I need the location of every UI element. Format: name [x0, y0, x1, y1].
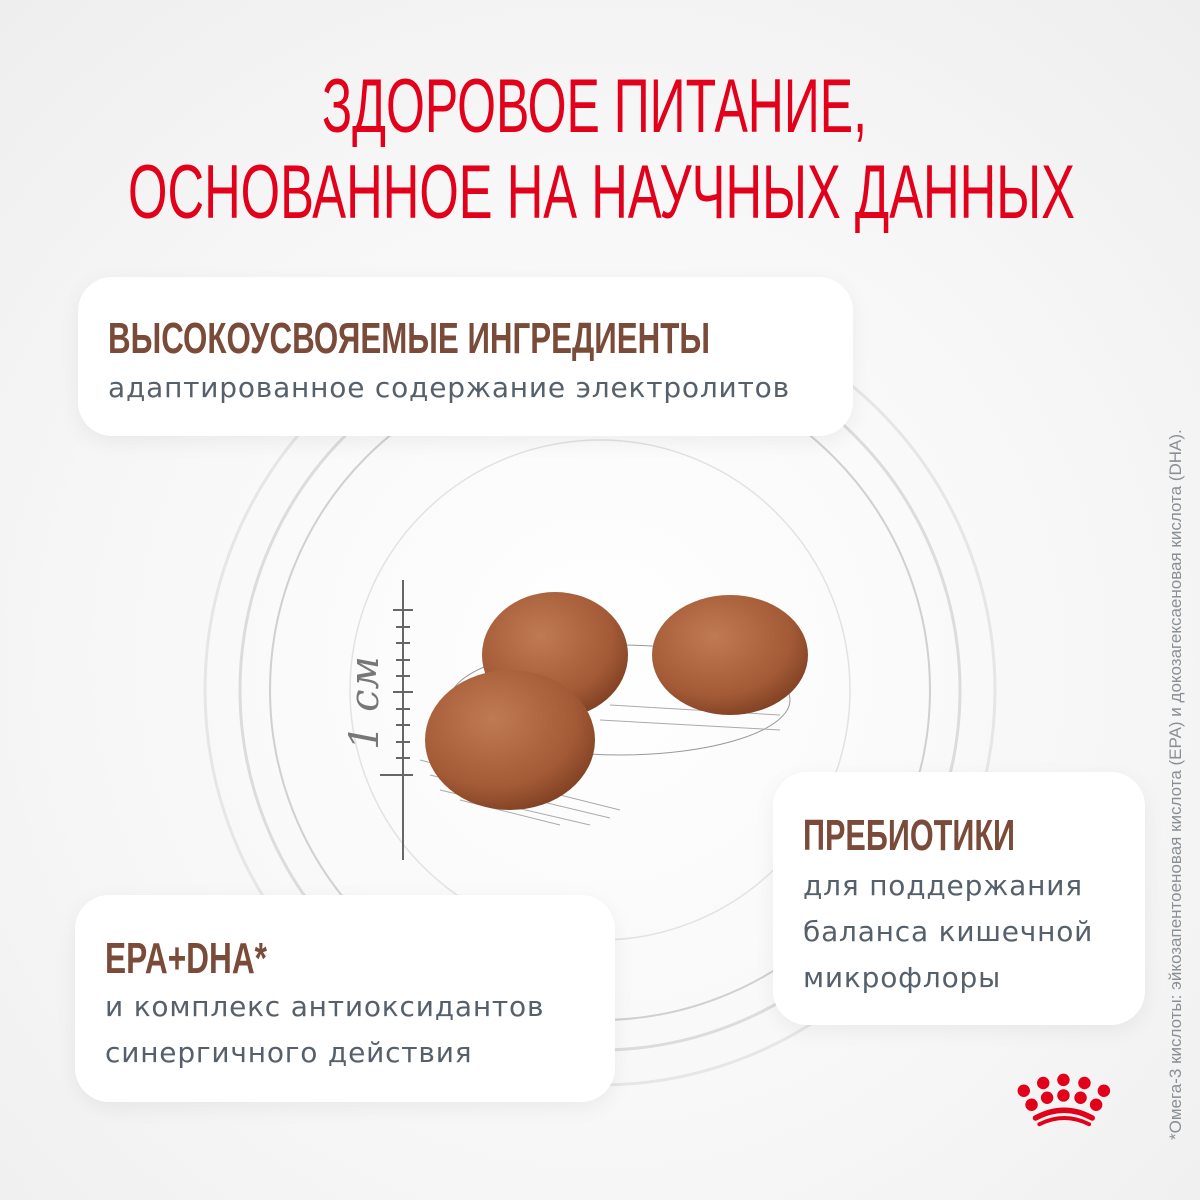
- royal-canin-crown-icon: [1017, 1073, 1111, 1127]
- card-text: для поддержания: [803, 869, 1083, 902]
- card-heading-wrap: EPA+DHA*: [105, 934, 268, 981]
- page-title: ЗДОРОВОЕ ПИТАНИЕ, ОСНОВАННОЕ НА НАУЧНЫХ …: [128, 64, 1075, 235]
- card-heading: ВЫСОКОУСВОЯЕМЫЕ ИНГРЕДИЕНТЫ: [108, 314, 710, 361]
- card-text: синергичного действия: [105, 1036, 473, 1069]
- card-heading-wrap: ВЫСОКОУСВОЯЕМЫЕ ИНГРЕДИЕНТЫ: [108, 314, 710, 361]
- card-text: адаптированное содержание электролитов: [108, 371, 790, 404]
- card-heading: ПРЕБИОТИКИ: [803, 811, 1015, 858]
- feature-card-prebiotics: ПРЕБИОТИКИ для поддержания баланса кишеч…: [773, 772, 1145, 1025]
- page-title-line-1: ЗДОРОВОЕ ПИТАНИЕ,: [322, 64, 867, 149]
- ruler: [380, 580, 413, 860]
- card-heading-wrap: ПРЕБИОТИКИ: [803, 811, 1015, 858]
- card-heading: EPA+DHA*: [105, 934, 268, 981]
- kibble: [652, 595, 808, 715]
- feature-card-epa-dha: EPA+DHA* и комплекс антиоксидантов синер…: [75, 895, 615, 1102]
- kibble: [425, 670, 595, 810]
- footnote: *Омега-3 кислоты: эйкозапентоеновая кисл…: [1166, 429, 1185, 1140]
- card-text: баланса кишечной: [803, 915, 1094, 948]
- card-text: микрофлоры: [803, 961, 1001, 994]
- card-text: и комплекс антиоксидантов: [105, 990, 545, 1023]
- ruler-label: 1 см: [342, 656, 388, 750]
- page-title-line-2: ОСНОВАННОЕ НА НАУЧНЫХ ДАННЫХ: [128, 150, 1075, 235]
- feature-card-ingredients: ВЫСОКОУСВОЯЕМЫЕ ИНГРЕДИЕНТЫ адаптированн…: [78, 277, 853, 436]
